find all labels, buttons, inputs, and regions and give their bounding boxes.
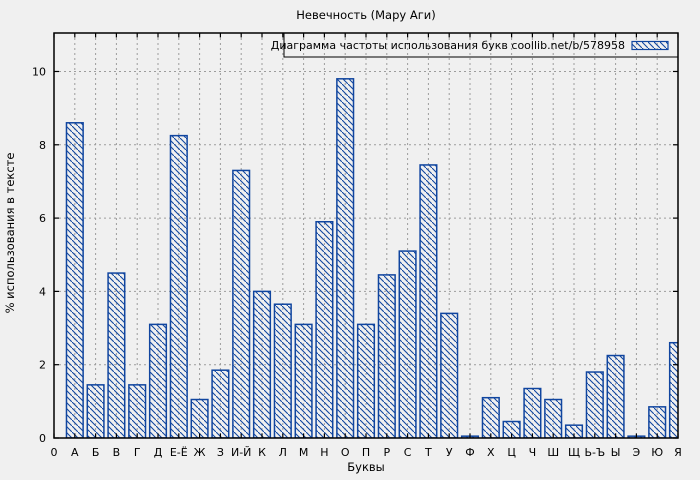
bars [65,78,678,438]
bar-И-Й [232,169,251,438]
y-tick-label: 0 [39,432,46,445]
x-axis-title: Буквы [347,460,385,474]
x-tick-label: Ц [507,446,516,459]
legend-label: Диаграмма частоты использования букв coo… [271,39,625,52]
y-axis-title: % использования в тексте [3,153,17,314]
y-tick-label: 2 [39,359,46,372]
x-tick-label: Т [424,446,432,459]
bar-З [211,369,230,438]
x-tick-label: С [404,446,412,459]
x-tick-label: Ш [547,446,559,459]
x-tick-label: Г [134,446,141,459]
x-tick-label: Э [633,446,641,459]
bar-Ы [606,354,625,438]
x-tick-label: Я [674,446,682,459]
bar-Е-Ё [169,134,188,438]
x-tick-label: Ф [465,446,474,459]
bar-Ю [648,406,667,438]
bar-Л [273,303,292,438]
bar-Б [86,384,105,438]
bar-П [356,323,376,438]
x-tick-label: 0 [51,446,58,459]
y-tick-labels: 0 2 4 6 8 10 [32,65,46,445]
x-tick-label: У [446,446,453,459]
bar-Г [128,384,147,438]
legend: Диаграмма частоты использования букв coo… [271,32,679,58]
bar-Т [419,164,438,438]
x-tick-labels: 0 А Б В Г Д Е-Ё Ж З И-Й К Л М Н О П Р С Т У Ф Х Ц Ч Ш Щ Ь-Ъ Ы Э Ю Я [51,446,682,459]
y-tick-label: 10 [32,65,46,78]
x-tick-label: О [341,446,350,459]
y-tick-label: 4 [39,285,46,298]
bar-К [252,290,272,438]
x-tick-label: Ю [651,446,663,459]
bar-Р [377,274,396,438]
x-tick-label: Л [279,446,287,459]
bar-Х [481,396,500,438]
bar-Ь-Ъ [585,371,604,438]
y-tick-label: 6 [39,212,46,225]
x-tick-label: К [258,446,266,459]
x-tick-label: И-Й [231,446,251,459]
x-tick-label: Р [383,446,390,459]
bar-В [107,272,126,438]
x-tick-label: В [113,446,121,459]
bar-С [398,250,417,438]
x-tick-label: Б [92,446,100,459]
bar-Н [315,221,334,438]
x-tick-label: Ж [194,446,206,459]
x-tick-label: З [217,446,224,459]
bar-Ж [190,398,209,438]
bar-Ч [523,387,542,438]
bar-Ш [544,398,563,438]
bar-А [65,122,84,438]
bar-М [294,323,313,438]
legend-box [283,32,679,58]
bar-О [336,78,355,438]
legend-swatch [631,40,669,51]
x-tick-label: М [299,446,309,459]
chart-title: Невечность (Мару Аги) [296,8,435,22]
x-tick-label: Д [154,446,163,459]
y-tick-label: 8 [39,139,46,152]
x-tick-label: Е-Ё [170,446,188,459]
bar-Д [148,323,168,438]
x-tick-label: Ч [529,446,537,459]
x-tick-label: Ы [611,446,621,459]
x-tick-label: А [71,446,79,459]
x-tick-label: П [362,446,370,459]
x-tick-label: Н [320,446,328,459]
x-tick-label: Щ [568,446,580,459]
x-tick-label: Ь-Ъ [584,446,605,459]
x-tick-label: Х [487,446,495,459]
bar-У [440,312,459,438]
